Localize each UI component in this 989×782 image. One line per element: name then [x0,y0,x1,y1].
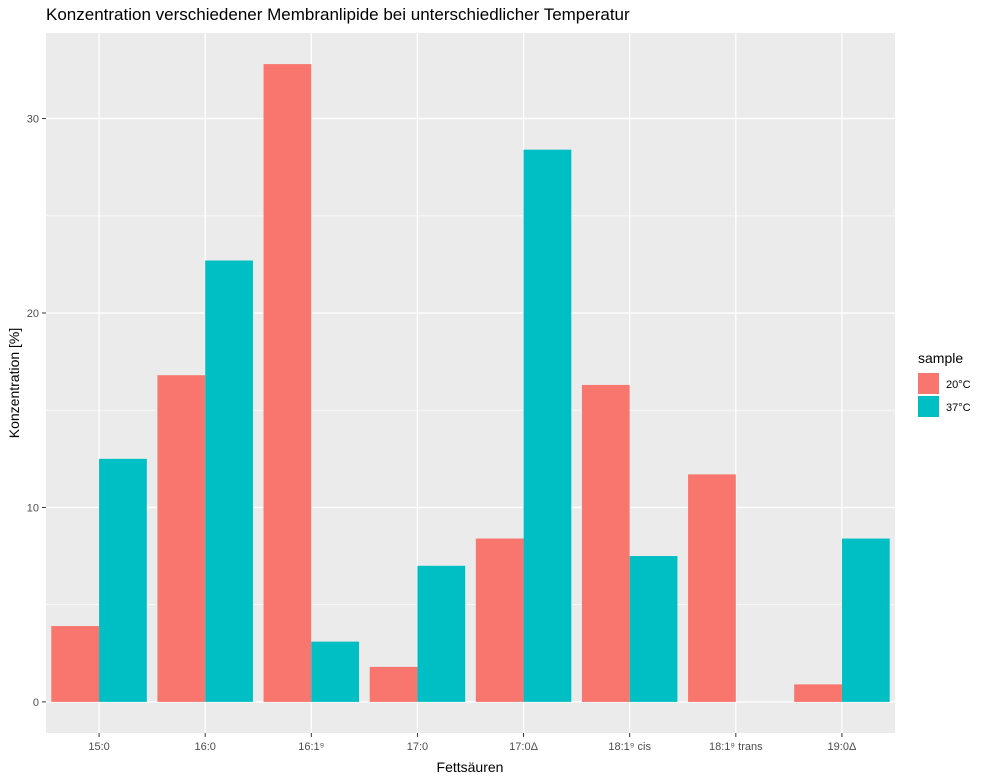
bar-37C-5 [629,556,678,702]
bar-37C-7 [841,538,890,702]
bar-37C-0 [99,458,147,702]
x-axis: 15:0 16:0 16:1⁹ 17:0 17:0Δ 18:1⁹ cis 18:1⁹ tra… [88,733,857,753]
chart-title: Konzentration verschiedener Membranlipid… [46,5,630,24]
bar-37C-3 [417,565,466,702]
x-tick-label: 17:0 [407,741,428,753]
legend-label: 20°C [946,379,971,391]
y-tick-label: 10 [27,502,39,514]
bar-20C-3 [369,666,418,702]
bar-20C-7 [794,684,842,702]
bar-37C-1 [205,260,253,702]
legend-label: 37°C [946,402,971,414]
bar-20C-6 [688,474,736,702]
x-tick-label: 18:1⁹ trans [709,741,763,753]
legend-swatch [918,373,939,394]
x-axis-title: Fettsäuren [437,759,504,775]
x-tick-label: 16:0 [194,741,215,753]
x-tick-label: 17:0Δ [509,741,538,753]
bars [51,64,890,702]
legend-title: sample [918,350,963,366]
y-tick-label: 0 [33,697,39,709]
y-tick-label: 30 [27,114,39,126]
bar-20C-1 [157,375,206,702]
bar-20C-0 [51,626,100,702]
y-axis: 0 10 20 30 [27,114,46,709]
y-axis-title: Konzentration [%] [6,328,22,439]
bar-37C-2 [311,641,360,702]
x-tick-label: 16:1⁹ [298,741,324,753]
x-tick-label: 18:1⁹ cis [608,741,651,753]
bar-20C-4 [475,538,524,702]
x-tick-label: 15:0 [88,741,109,753]
bar-37C-4 [523,149,572,702]
bar-20C-2 [263,64,312,702]
x-tick-label: 19:0Δ [828,741,857,753]
legend: sample 20°C 37°C [918,350,971,417]
y-tick-label: 20 [27,308,39,320]
bar-20C-5 [581,384,630,702]
legend-swatch [918,396,939,417]
